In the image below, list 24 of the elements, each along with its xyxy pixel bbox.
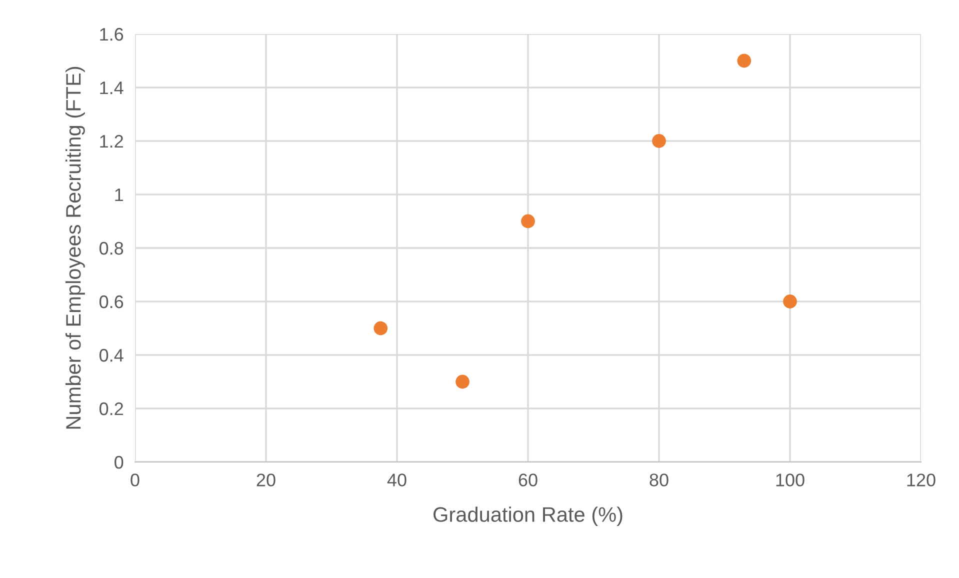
point: [737, 54, 752, 68]
point: [374, 321, 388, 336]
y-tick-label: 1.4: [100, 82, 124, 94]
point: [652, 134, 666, 148]
y-tick-label: 1: [115, 188, 124, 202]
point: [521, 214, 535, 228]
y-tick-label: 0: [114, 456, 124, 469]
x-tick-label: 20: [256, 474, 276, 486]
y-tick-label: 0.6: [99, 295, 124, 308]
x-tick-label: 100: [776, 474, 804, 486]
y-axis-title: Number of Employees Recruiting (FTE): [65, 66, 85, 429]
x-axis-title: Graduation Rate (%): [434, 506, 622, 526]
x-tick-label: 40: [387, 474, 406, 486]
x-tick-label: 0: [130, 474, 140, 486]
point: [783, 294, 797, 308]
y-tick-label: 0.4: [99, 348, 124, 362]
x-tick-label: 80: [650, 474, 668, 486]
y-tick-label: 0.2: [99, 402, 123, 416]
x-tick-label: 60: [518, 474, 538, 486]
point: [456, 374, 470, 389]
y-tick-label: 0.8: [99, 242, 124, 255]
y-tick-label: 1.6: [100, 28, 124, 41]
y-tick-label: 1.2: [100, 134, 123, 148]
x-tick-label: 120: [907, 474, 936, 486]
